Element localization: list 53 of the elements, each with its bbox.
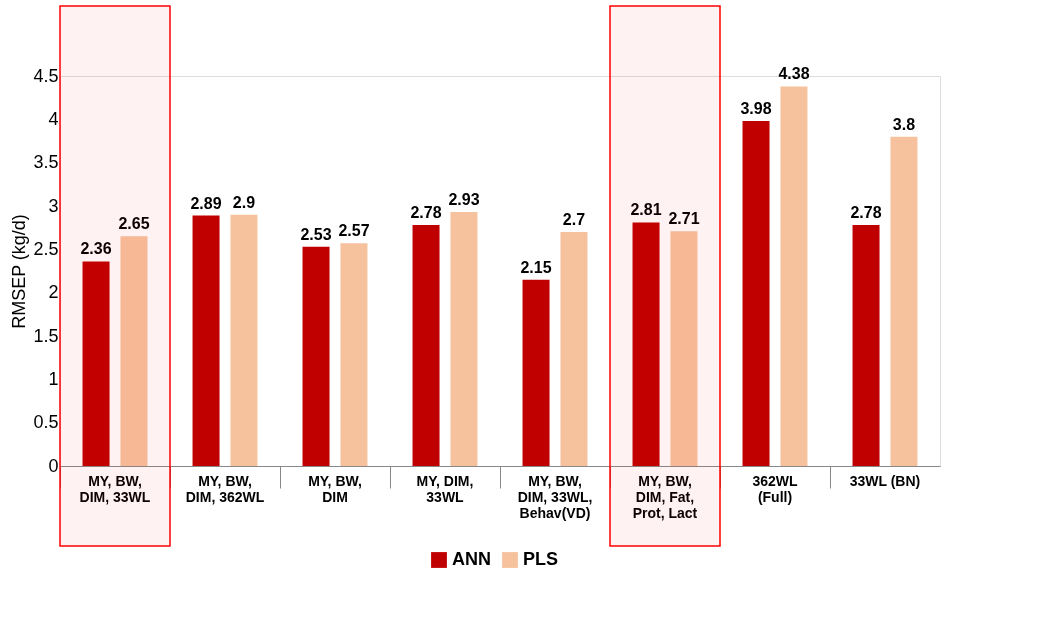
legend-label: ANN [452, 549, 491, 569]
y-tick-label: 4.5 [33, 65, 59, 86]
bar [230, 214, 258, 466]
y-tick-label: 1 [48, 368, 59, 389]
bar [560, 232, 588, 466]
x-tick-label: MY, BW, DIM, Fat, Prot, Lact [632, 472, 698, 521]
bar [302, 246, 330, 466]
y-tick-label: 4 [48, 108, 59, 129]
data-label: 2.57 [338, 222, 370, 240]
bar [780, 86, 808, 466]
data-label: 2.36 [80, 240, 112, 258]
x-tick-label: MY, BW, DIM [308, 472, 362, 505]
bar [852, 225, 880, 466]
y-tick-label: 2 [48, 282, 59, 303]
data-label: 2.9 [232, 193, 256, 211]
x-tick-label: 33WL (BN) [849, 472, 921, 489]
bar [670, 231, 698, 466]
bar [192, 215, 220, 466]
bar [120, 236, 148, 466]
data-label: 2.78 [850, 204, 882, 222]
data-label: 4.38 [778, 65, 810, 83]
bar [412, 225, 440, 466]
y-tick-label: 1.5 [33, 325, 59, 346]
data-label: 3.98 [740, 100, 772, 118]
data-label: 2.93 [448, 191, 480, 209]
bar [890, 136, 918, 466]
y-axis-title: RMSEP (kg/d) [9, 214, 30, 329]
data-label: 2.65 [118, 215, 150, 233]
bar [340, 243, 368, 466]
y-tick-label: 0 [48, 455, 59, 476]
bar [632, 222, 660, 466]
x-tick-label: MY, BW, DIM, 362WL [185, 472, 265, 505]
x-tick-label: 362WL (Full) [752, 472, 799, 505]
data-label: 2.78 [410, 204, 442, 222]
bar [522, 279, 550, 466]
data-label: 2.81 [630, 201, 662, 219]
x-tick-label: MY, BW, DIM, 33WL, Behav(VD) [517, 472, 593, 521]
data-label: 2.71 [668, 210, 700, 228]
data-label: 2.15 [520, 258, 552, 276]
data-label: 2.89 [190, 194, 222, 212]
y-tick-label: 3.5 [33, 152, 59, 173]
x-tick-label: MY, BW, DIM, 33WL [79, 472, 151, 505]
y-tick-label: 2.5 [33, 238, 59, 259]
legend-label: PLS [523, 549, 559, 569]
data-label: 3.8 [892, 115, 916, 133]
y-tick-label: 3 [48, 195, 59, 216]
bar [450, 212, 478, 466]
data-label: 2.7 [562, 211, 586, 228]
bar [82, 261, 110, 466]
data-label: 2.53 [300, 225, 332, 243]
x-tick-label: MY, DIM, 33WL [416, 472, 474, 505]
y-tick-label: 0.5 [33, 412, 59, 433]
bar [742, 121, 770, 466]
